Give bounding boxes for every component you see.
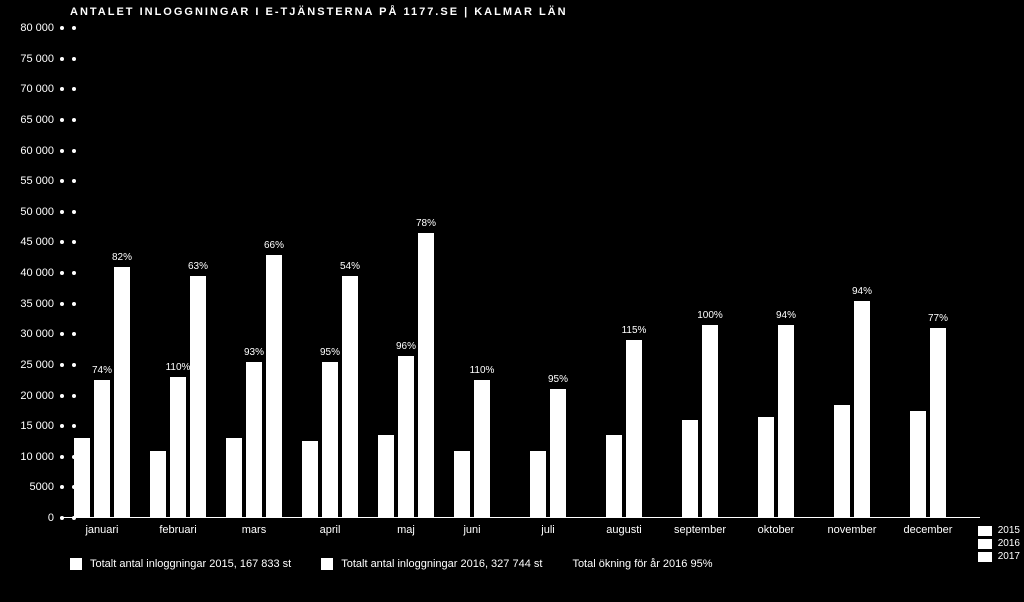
bar	[702, 325, 718, 518]
swatch-icon	[321, 558, 333, 570]
bar	[94, 380, 110, 518]
x-tick-label: november	[828, 524, 877, 536]
bar-percent-label: 66%	[264, 240, 284, 251]
bar-percent-label: 74%	[92, 365, 112, 376]
legend-item: 2015	[978, 525, 1020, 536]
bar-percent-label: 100%	[697, 310, 723, 321]
legend-item: 2017	[978, 551, 1020, 562]
y-tick-label: 75 000	[0, 53, 60, 65]
legend-label: 2016	[998, 538, 1020, 549]
x-tick-label: februari	[159, 524, 196, 536]
bar-percent-label: 95%	[548, 374, 568, 385]
legend-label: 2015	[998, 525, 1020, 536]
chart-title: ANTALET INLOGGNINGAR I E-TJÄNSTERNA PÅ 1…	[70, 6, 568, 18]
bar-percent-label: 115%	[622, 325, 647, 336]
y-tick-label: 60 000	[0, 145, 60, 157]
bar	[682, 420, 698, 518]
y-tick-label: 10 000	[0, 451, 60, 463]
x-tick-label: augusti	[606, 524, 641, 536]
bar	[778, 325, 794, 518]
y-tick-label: 15 000	[0, 420, 60, 432]
bar	[530, 451, 546, 518]
bar	[170, 377, 186, 518]
y-tick-label: 70 000	[0, 83, 60, 95]
y-tick-label: 0	[0, 512, 60, 524]
swatch-icon	[978, 526, 992, 536]
bar	[190, 276, 206, 518]
legend-item: 2016	[978, 538, 1020, 549]
footer-text: Totalt antal inloggningar 2016, 327 744 …	[341, 558, 542, 570]
bar	[626, 340, 642, 518]
bar	[150, 451, 166, 518]
bar-percent-label: 54%	[340, 261, 360, 272]
legend-label: 2017	[998, 551, 1020, 562]
x-tick-label: juni	[463, 524, 480, 536]
bar	[266, 255, 282, 518]
y-tick-label: 30 000	[0, 328, 60, 340]
y-tick-label: 45 000	[0, 236, 60, 248]
bar	[226, 438, 242, 518]
x-tick-label: december	[904, 524, 953, 536]
x-tick-label: maj	[397, 524, 415, 536]
bar-percent-label: 110%	[166, 362, 191, 373]
bar	[74, 438, 90, 518]
y-tick-label: 35 000	[0, 298, 60, 310]
bar-percent-label: 110%	[470, 365, 495, 376]
bar	[854, 301, 870, 518]
bar	[398, 356, 414, 518]
swatch-icon	[978, 539, 992, 549]
bar	[342, 276, 358, 518]
bar-percent-label: 93%	[244, 347, 264, 358]
y-tick-label: 25 000	[0, 359, 60, 371]
bar	[114, 267, 130, 518]
bar-percent-label: 95%	[320, 347, 340, 358]
y-tick-label: 5000	[0, 481, 60, 493]
footer: Totalt antal inloggningar 2015, 167 833 …	[70, 558, 712, 570]
bar	[474, 380, 490, 518]
footer-text: Totalt antal inloggningar 2015, 167 833 …	[90, 558, 291, 570]
y-tick-label: 50 000	[0, 206, 60, 218]
bar	[550, 389, 566, 518]
x-tick-label: oktober	[758, 524, 795, 536]
y-tick-label: 20 000	[0, 390, 60, 402]
bar	[606, 435, 622, 518]
bar	[378, 435, 394, 518]
bar-percent-label: 78%	[416, 218, 436, 229]
bar	[910, 411, 926, 518]
swatch-icon	[978, 552, 992, 562]
bar-percent-label: 63%	[188, 261, 208, 272]
chart-container: ANTALET INLOGGNINGAR I E-TJÄNSTERNA PÅ 1…	[0, 0, 1024, 602]
bar	[418, 233, 434, 518]
bar	[758, 417, 774, 518]
y-tick-label: 55 000	[0, 175, 60, 187]
footer-text: Total ökning för år 2016 95%	[572, 558, 712, 570]
y-tick-label: 40 000	[0, 267, 60, 279]
bar	[930, 328, 946, 518]
bar	[322, 362, 338, 518]
y-tick-label: 65 000	[0, 114, 60, 126]
footer-item: Total ökning för år 2016 95%	[572, 558, 712, 570]
bar-percent-label: 94%	[776, 310, 796, 321]
y-tick-label: 80 000	[0, 22, 60, 34]
legend: 2015 2016 2017	[978, 523, 1020, 562]
bar-percent-label: 96%	[396, 341, 416, 352]
bar	[834, 405, 850, 518]
bar	[302, 441, 318, 518]
bar-percent-label: 94%	[852, 286, 872, 297]
x-tick-label: juli	[541, 524, 554, 536]
x-tick-label: januari	[85, 524, 118, 536]
plot-area: 74% 82% 110% 63% 93% 66% 95% 54% 96% 78% 110% 95% 11…	[60, 28, 980, 518]
footer-item: Totalt antal inloggningar 2015, 167 833 …	[70, 558, 291, 570]
x-tick-label: september	[674, 524, 726, 536]
bar	[246, 362, 262, 518]
bar-percent-label: 77%	[928, 313, 948, 324]
x-tick-label: mars	[242, 524, 266, 536]
footer-item: Totalt antal inloggningar 2016, 327 744 …	[321, 558, 542, 570]
swatch-icon	[70, 558, 82, 570]
bar	[454, 451, 470, 518]
bar-percent-label: 82%	[112, 252, 132, 263]
x-tick-label: april	[320, 524, 341, 536]
